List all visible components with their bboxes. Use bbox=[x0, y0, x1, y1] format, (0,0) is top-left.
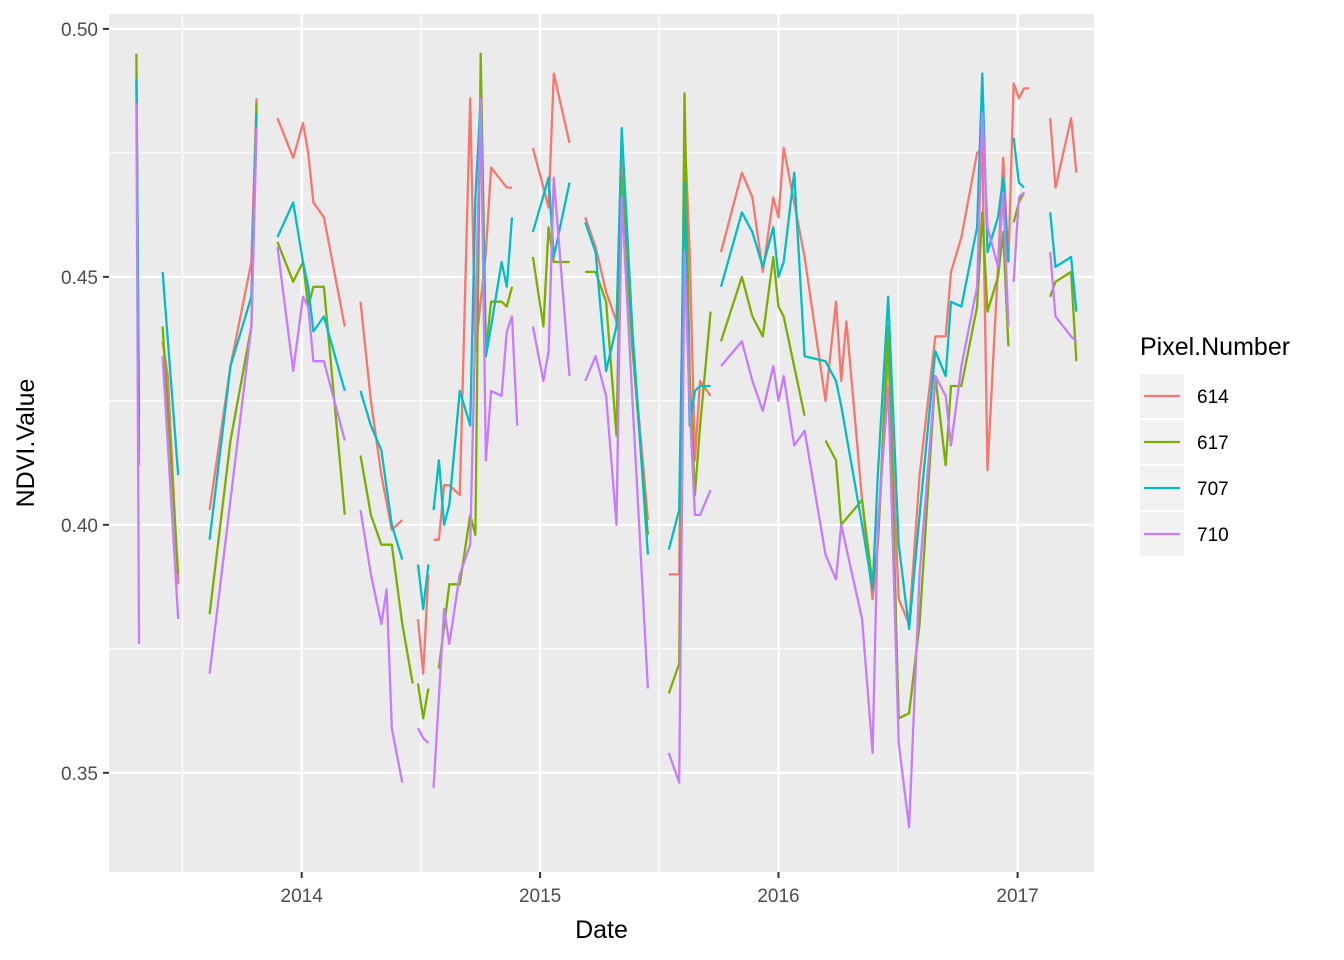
series-line-707 bbox=[584, 126, 650, 555]
series-line-707 bbox=[531, 176, 571, 259]
series-line-710 bbox=[531, 176, 571, 383]
series-line-710 bbox=[1049, 252, 1078, 343]
legend-label-710: 710 bbox=[1197, 525, 1229, 546]
series-line-707 bbox=[1012, 137, 1025, 189]
series-line-707 bbox=[359, 390, 404, 560]
x-tick-label: 2015 bbox=[519, 886, 561, 907]
legend-label-617: 617 bbox=[1197, 433, 1229, 454]
series-line-707 bbox=[719, 72, 1010, 631]
legend-title: Pixel.Number bbox=[1140, 333, 1290, 361]
y-tick-label: 0.35 bbox=[61, 764, 98, 785]
series-line-710 bbox=[720, 112, 1010, 829]
series-line-614 bbox=[359, 301, 404, 531]
legend-label-707: 707 bbox=[1197, 479, 1229, 500]
y-axis-title: NDVI.Value bbox=[12, 379, 40, 508]
series-line-614 bbox=[531, 72, 571, 209]
series-line-617 bbox=[719, 255, 806, 416]
series-lines bbox=[135, 52, 1078, 829]
series-line-707 bbox=[276, 201, 346, 392]
series-line-707 bbox=[1049, 212, 1078, 312]
x-tick-label: 2014 bbox=[281, 886, 324, 907]
series-line-617 bbox=[161, 326, 180, 575]
series-line-710 bbox=[208, 128, 258, 674]
y-tick-label: 0.45 bbox=[61, 268, 98, 289]
series-line-617 bbox=[585, 176, 650, 535]
x-axis-title: Date bbox=[575, 916, 628, 944]
series-line-710 bbox=[359, 509, 404, 783]
y-tick-label: 0.40 bbox=[61, 516, 98, 537]
series-line-710 bbox=[135, 103, 141, 644]
series-line-617 bbox=[437, 52, 514, 669]
series-line-710 bbox=[584, 196, 650, 689]
series-line-617 bbox=[416, 683, 430, 720]
series-line-707 bbox=[416, 564, 430, 611]
series-line-707 bbox=[161, 271, 180, 476]
series-line-614 bbox=[1049, 117, 1078, 189]
y-tick-label: 0.50 bbox=[61, 20, 98, 41]
series-line-617 bbox=[824, 211, 1010, 720]
x-tick-label: 2016 bbox=[757, 886, 799, 907]
legend-label-614: 614 bbox=[1197, 387, 1229, 408]
series-line-617 bbox=[359, 455, 414, 684]
series-line-617 bbox=[531, 226, 570, 328]
series-line-614 bbox=[416, 574, 430, 675]
series-line-710 bbox=[416, 727, 430, 744]
series-line-707 bbox=[432, 97, 514, 526]
series-line-710 bbox=[161, 356, 180, 620]
legend: Pixel.Number 614 617 707 710 bbox=[1140, 333, 1290, 556]
series-line-710 bbox=[667, 250, 712, 784]
series-line-614 bbox=[276, 117, 346, 327]
x-tick-label: 2017 bbox=[996, 886, 1038, 907]
series-line-710 bbox=[1012, 191, 1025, 282]
series-line-710 bbox=[276, 246, 346, 441]
series-line-710 bbox=[432, 97, 519, 788]
series-710 bbox=[135, 97, 1078, 829]
axes: 0.35 0.40 0.45 0.50 2014 2015 2016 2017 bbox=[61, 20, 1039, 907]
